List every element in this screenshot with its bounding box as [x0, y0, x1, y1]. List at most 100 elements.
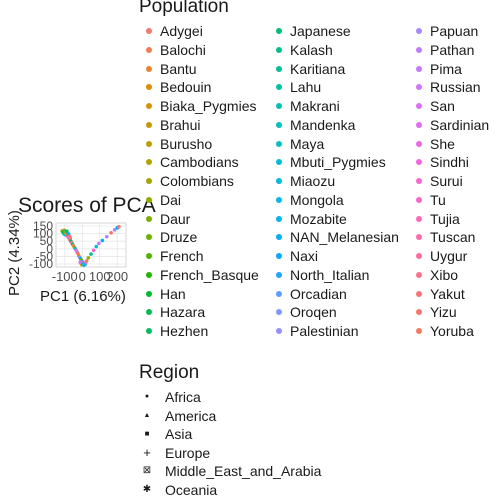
- legend-label: Hezhen: [160, 323, 209, 339]
- legend-color-dot: [146, 328, 152, 334]
- legend-color-dot: [416, 103, 422, 109]
- legend-color-dot: [146, 159, 152, 166]
- legend-label: Kalash: [290, 41, 333, 58]
- legend-label: Colombians: [160, 173, 234, 189]
- x-tick-label: 0: [79, 269, 86, 284]
- legend-color-dot: [146, 234, 152, 241]
- legend-color-dot: [146, 46, 152, 53]
- legend-label: Mandenka: [290, 116, 356, 133]
- x-tick-label: 100: [89, 269, 111, 284]
- legend-label: Oroqen: [290, 304, 337, 321]
- legend-label: Palestinian: [290, 323, 359, 339]
- legend-color-dot: [276, 271, 282, 278]
- legend-label: Miaozu: [290, 173, 336, 189]
- legend-label: Daur: [160, 210, 191, 227]
- legend-color-dot: [276, 65, 282, 72]
- data-point: [84, 259, 89, 263]
- legend-color-dot: [276, 140, 282, 147]
- data-point: [91, 248, 96, 253]
- legend-color-dot: [416, 178, 422, 184]
- legend-label: Biaka_Pygmies: [160, 98, 257, 114]
- legend-label: Tuscan: [430, 229, 476, 246]
- legend-label: Balochi: [160, 41, 206, 58]
- legend-label: Tujia: [430, 210, 460, 227]
- legend-color-dot: [416, 84, 422, 91]
- legend-label: Han: [160, 285, 186, 302]
- legend-color-dot: [146, 290, 152, 297]
- legend-label: Pathan: [430, 41, 475, 58]
- legend-color-dot: [146, 215, 152, 222]
- legend-label: Naxi: [290, 248, 319, 264]
- legend-color-dot: [146, 253, 152, 259]
- legend-label: Japanese: [290, 23, 351, 39]
- data-point: [109, 231, 113, 235]
- legend-label: Yizu: [430, 304, 457, 321]
- legend-color-dot: [276, 309, 282, 316]
- legend-color-dot: [416, 290, 422, 297]
- region-legend-label: Middle_East_and_Arabia: [165, 463, 322, 480]
- legend-color-dot: [276, 253, 282, 259]
- legend-color-dot: [146, 271, 152, 278]
- data-point: [97, 241, 101, 246]
- legend-label: Uygur: [430, 248, 468, 264]
- legend-color-dot: [276, 28, 282, 34]
- legend-label: Cambodians: [160, 154, 239, 171]
- legend-color-dot: [276, 234, 282, 241]
- legend-label: Maya: [290, 135, 325, 152]
- legend-color-dot: [276, 121, 282, 128]
- legend-color-dot: [416, 121, 422, 128]
- region-legend-title: Region: [139, 362, 200, 383]
- legend-label: Dai: [160, 191, 182, 208]
- legend-label: Karitiana: [290, 60, 346, 77]
- legend-label: Surui: [430, 173, 463, 189]
- region-legend-label: America: [165, 407, 217, 424]
- legend-color-dot: [146, 140, 152, 147]
- data-point: [86, 256, 91, 260]
- legend-label: Lahu: [290, 79, 322, 96]
- legend-label: Burusho: [160, 135, 213, 152]
- legend-color-dot: [146, 178, 152, 184]
- legend-color-dot: [146, 65, 152, 72]
- x-axis-label: PC1 (6.16%): [40, 288, 126, 305]
- y-tick-label: 50: [40, 234, 54, 248]
- y-tick-label: 150: [33, 219, 53, 233]
- legend-color-dot: [416, 140, 422, 147]
- legend-label: French: [160, 248, 204, 264]
- legend-color-dot: [146, 121, 152, 128]
- legend-color-dot: [276, 178, 282, 184]
- plus-shape-icon: +: [143, 444, 151, 460]
- legend-label: NAN_Melanesian: [290, 229, 399, 246]
- legend-label: Pima: [430, 60, 462, 77]
- population-legend-title: Population: [139, 0, 229, 17]
- legend-color-dot: [416, 65, 422, 72]
- legend-color-dot: [416, 234, 422, 241]
- legend-color-dot: [416, 328, 422, 334]
- legend-color-dot: [276, 215, 282, 222]
- square-shape-icon: ■: [144, 429, 150, 439]
- legend-color-dot: [146, 103, 152, 109]
- legend-label: North_Italian: [290, 266, 370, 283]
- legend-label: Hazara: [160, 304, 206, 321]
- legend-label: Adygei: [160, 23, 203, 39]
- data-point: [89, 252, 93, 256]
- legend-color-dot: [276, 196, 282, 203]
- data-point: [65, 229, 69, 234]
- region-legend-label: Oceania: [165, 482, 218, 498]
- legend-label: Brahui: [160, 116, 201, 133]
- legend-label: Yakut: [430, 285, 465, 302]
- legend-color-dot: [276, 46, 282, 53]
- region-legend-label: Europe: [165, 444, 211, 461]
- legend-color-dot: [416, 271, 422, 278]
- legend-label: French_Basque: [160, 266, 259, 283]
- data-point: [94, 244, 99, 249]
- legend-label: Sardinian: [430, 116, 490, 133]
- x-tick-label: 200: [106, 269, 128, 284]
- data-point: [82, 263, 86, 267]
- y-tick-label: -50: [36, 249, 54, 263]
- y-tick-label: 0: [46, 242, 53, 256]
- legend-label: Tu: [430, 191, 446, 208]
- asterisk-shape-icon: ✱: [142, 484, 152, 495]
